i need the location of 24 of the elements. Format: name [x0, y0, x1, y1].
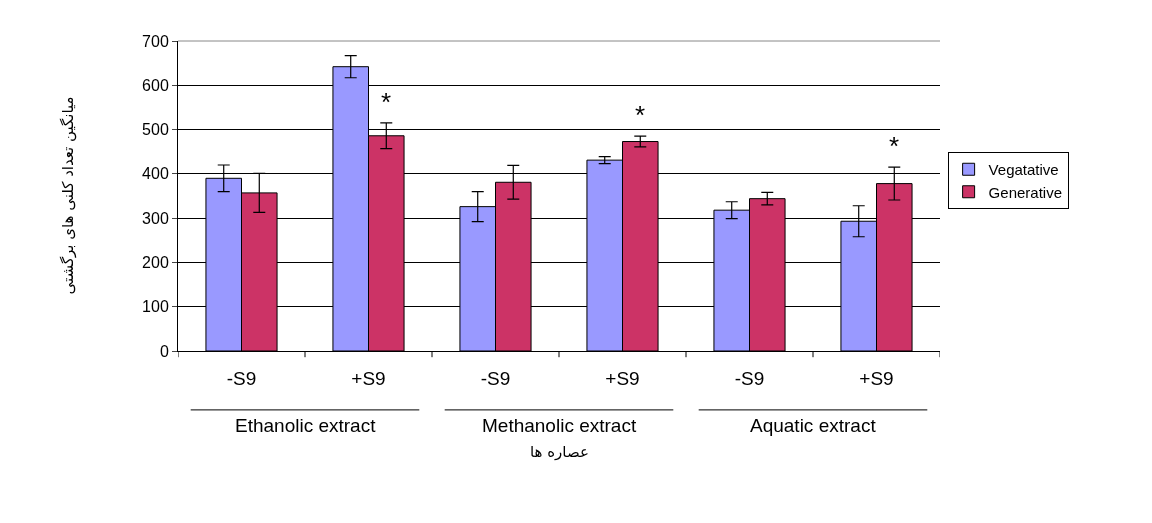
y-tick-label: 200	[142, 254, 169, 272]
x-tick-label: -S9	[226, 367, 257, 389]
x-tick-label: +S9	[351, 367, 386, 389]
x-axis-title: عصاره ها	[530, 443, 589, 461]
y-tick-label: 700	[142, 32, 169, 50]
x-tick-label: +S9	[859, 367, 894, 389]
x-tick-label: -S9	[480, 367, 511, 389]
x-tick-label: +S9	[605, 367, 640, 389]
y-tick-label: 0	[159, 342, 169, 360]
y-tick-label: 600	[142, 76, 169, 94]
y-tick-label: 100	[142, 298, 169, 316]
text: Methanolic extract	[482, 415, 637, 436]
y-axis-title: میانگین تعداد کلنی های برگشتی	[58, 96, 77, 295]
y-tick-label: 500	[142, 121, 169, 139]
legend-label: Generative	[988, 183, 1062, 201]
text: Ethanolic extract	[235, 415, 377, 436]
y-tick-label: 300	[142, 209, 169, 227]
annotation: *	[635, 100, 646, 130]
legend-label: Vegatative	[988, 161, 1059, 179]
annotation: *	[889, 131, 900, 161]
x-tick-label: -S9	[734, 367, 765, 389]
y-tick-label: 400	[142, 165, 169, 183]
annotation: *	[381, 87, 392, 117]
text: Aquatic extract	[750, 415, 877, 436]
